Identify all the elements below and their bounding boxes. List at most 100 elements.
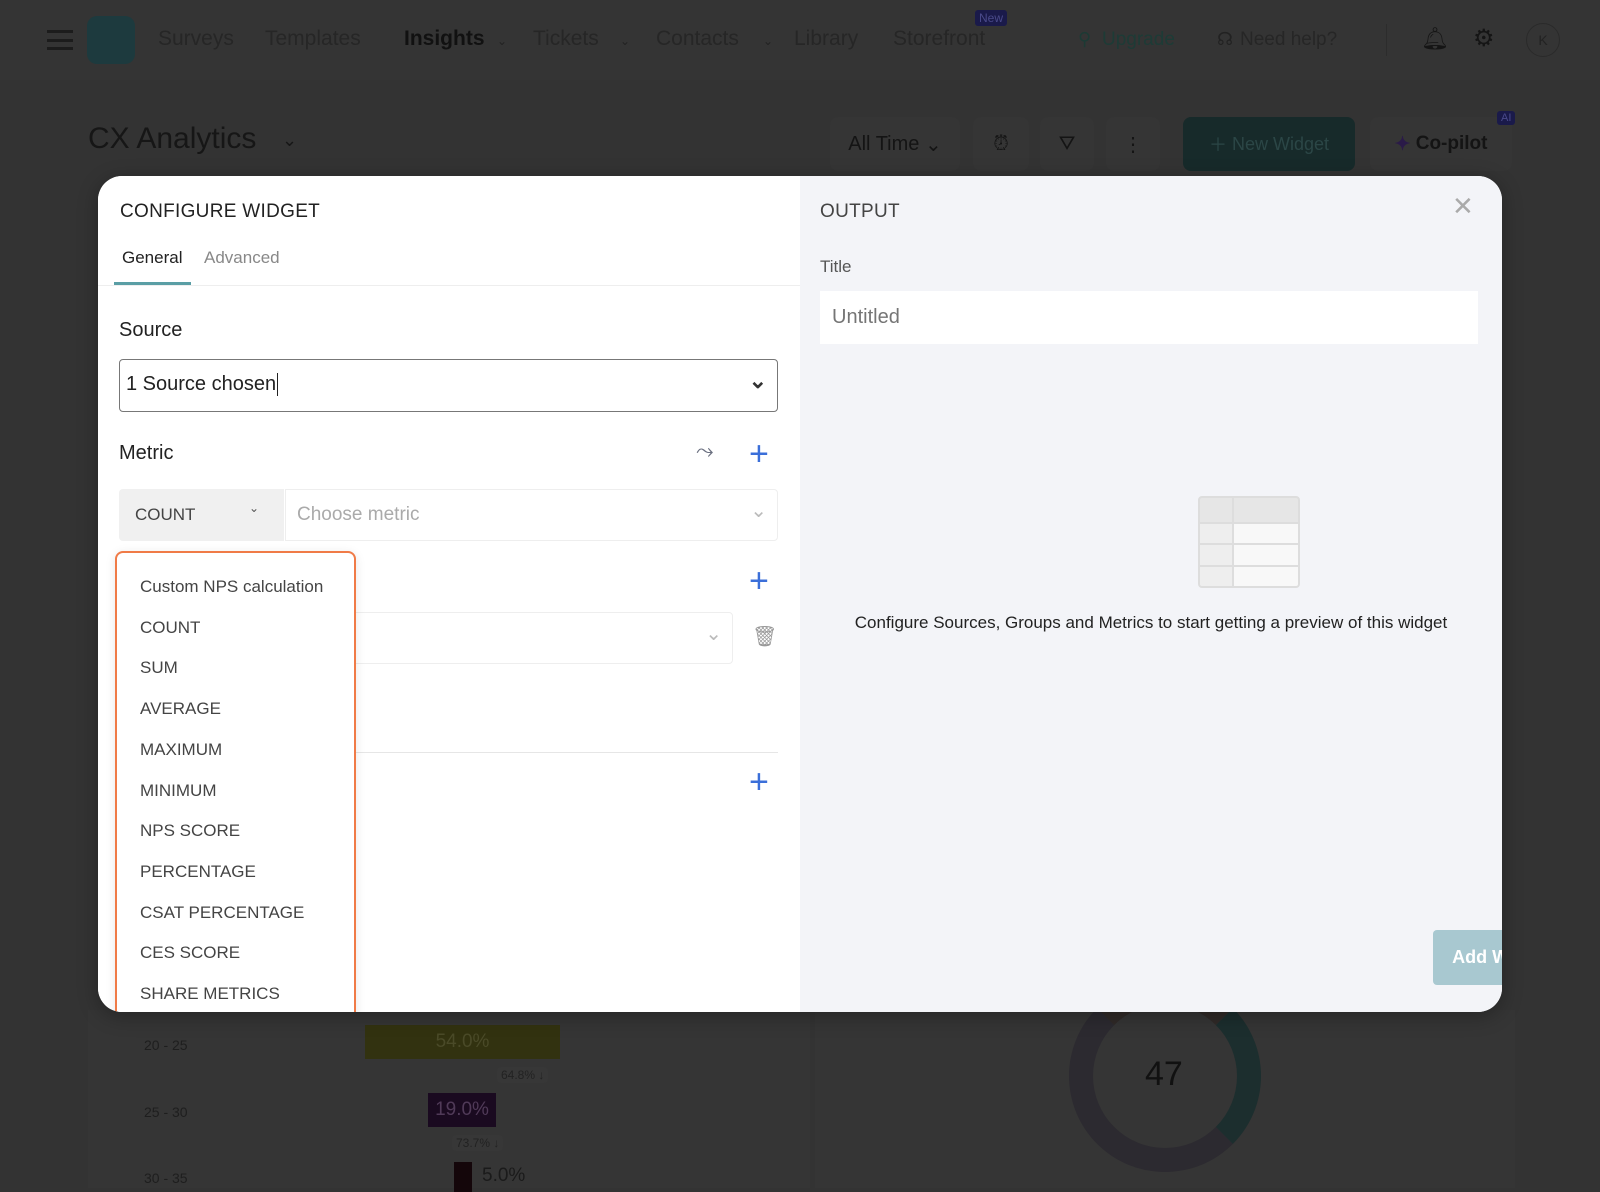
add-filter-button[interactable]: + [749,763,769,801]
add-widget-label: Add Widget [1452,947,1502,967]
rocket-icon: ⚲ [1078,29,1092,49]
gear-icon[interactable]: ⚙ [1473,25,1495,52]
chevron-down-icon: ⌄ [497,34,508,48]
active-tab-indicator [114,282,191,285]
funnel-drop-value: 73.7% [456,1136,491,1150]
ai-badge: AI [1497,111,1516,125]
configure-widget-modal: CONFIGURE WIDGET General Advanced Source… [98,176,1502,1012]
aggregation-dropdown: Custom NPS calculation COUNT SUM AVERAGE MAX… [115,551,356,1012]
config-panel: CONFIGURE WIDGET General Advanced Source… [98,176,800,1012]
aggregation-option[interactable]: SHARE METRICS [140,984,280,1003]
aggregation-option[interactable]: COUNT [140,617,201,637]
time-filter-label: All Time [848,132,920,155]
source-label: Source [119,319,183,341]
new-widget-label: New Widget [1231,133,1330,154]
sparkle-icon: ✦ [1394,133,1411,155]
need-help-menu[interactable]: Need help? [1240,29,1338,50]
top-nav: Surveys Templates Insights ⌄ Tickets ⌄ C… [0,0,1600,80]
nav-library[interactable]: Library [794,27,859,50]
aggregation-select[interactable]: COUNT ⌄ [119,489,284,541]
headset-icon: ☊ [1217,29,1233,49]
metric-label: Metric [119,442,174,464]
copilot-label: Co-pilot [1415,133,1488,154]
tab-general[interactable]: General [122,248,183,267]
funnel-bar [454,1162,472,1192]
donut-value: 47 [1145,1055,1183,1093]
add-group-button[interactable]: + [749,562,769,600]
funnel-range: 20 - 25 [144,1037,188,1053]
group-select[interactable]: ⌄ [338,612,733,664]
more-vertical-icon: ⋮ [1123,133,1143,156]
funnel-range: 30 - 35 [144,1170,188,1186]
divider [1386,24,1387,56]
aggregation-option[interactable]: Custom NPS calculation [140,577,324,596]
aggregation-option[interactable]: PERCENTAGE [140,861,256,881]
divider [338,752,778,753]
funnel-bar: 19.0% [428,1093,496,1127]
add-widget-button[interactable]: Add Widget [1433,930,1502,985]
aggregation-option[interactable]: MAXIMUM [140,739,223,759]
nav-storefront[interactable]: Storefront [893,27,986,50]
nav-contacts[interactable]: Contacts [656,27,739,50]
aggregation-option[interactable]: MINIMUM [140,780,217,800]
aggregation-value: COUNT [135,505,196,524]
output-panel: OUTPUT ✕ Title Configure Sources, Groups… [800,176,1502,1012]
funnel-drop: 73.7% ↓ [452,1135,504,1151]
source-value: 1 Source chosen [126,373,279,396]
title-label: Title [820,257,852,276]
divider [98,285,800,286]
close-icon[interactable]: ✕ [1452,191,1474,221]
aggregation-option[interactable]: SUM [140,658,178,678]
modal-title: CONFIGURE WIDGET [120,201,321,222]
avatar-initial: K [1538,32,1548,48]
chevron-down-icon[interactable]: ⌄ [282,130,298,150]
time-filter[interactable]: All Time ⌄ [830,117,960,171]
funnel-drop: 64.8% ↓ [497,1067,549,1083]
nav-surveys[interactable]: Surveys [158,27,234,50]
funnel-range: 25 - 30 [144,1104,188,1120]
menu-icon[interactable] [47,30,73,50]
aggregation-option[interactable]: NPS SCORE [140,821,241,841]
upgrade-link[interactable]: Upgrade [1102,29,1175,50]
nav-insights[interactable]: Insights [404,27,485,50]
table-placeholder-icon [1198,496,1300,588]
tab-advanced[interactable]: Advanced [204,248,280,267]
trash-icon[interactable]: 🗑︎ [752,626,778,648]
page-title[interactable]: CX Analytics [88,122,257,155]
funnel-value: 19.0% [435,1099,489,1120]
chevron-down-icon: ⌄ [705,623,722,645]
filter-icon: ⛛ [1058,132,1076,155]
funnel-value: 54.0% [435,1031,490,1052]
aggregation-option[interactable]: CSAT PERCENTAGE [140,902,305,922]
bell-icon[interactable]: 🔔︎ [1421,26,1449,51]
alarm-button[interactable]: ⏰︎ [973,117,1029,171]
metric-select[interactable]: Choose metric ⌄ [285,489,778,541]
filter-button[interactable]: ⛛ [1040,117,1094,171]
avatar[interactable]: K [1526,23,1560,57]
funnel-drop-value: 64.8% [501,1068,536,1082]
app-logo[interactable] [87,16,135,64]
chevron-down-icon: ⌄ [763,34,774,48]
nav-templates[interactable]: Templates [265,27,361,50]
more-button[interactable]: ⋮ [1106,117,1160,171]
alarm-icon: ⏰︎ [993,132,1009,155]
metric-placeholder: Choose metric [297,504,420,525]
title-input[interactable] [820,291,1478,344]
copilot-button[interactable]: ✦ Co-pilot [1370,117,1512,171]
chevron-down-icon: ⌄ [620,34,631,48]
aggregation-option[interactable]: CES SCORE [140,943,241,963]
funnel-bar: 54.0% [365,1025,560,1059]
aggregation-option[interactable]: AVERAGE [140,699,221,719]
funnel-value: 5.0% [482,1165,526,1186]
chevron-down-icon: ⌄ [249,501,260,515]
nav-tickets[interactable]: Tickets [533,27,599,50]
new-badge: New [975,10,1008,26]
add-metric-button[interactable]: + [749,435,769,473]
new-widget-button[interactable]: ＋ New Widget [1183,117,1355,171]
chevron-down-icon: ⌄ [748,368,767,393]
empty-state-message: Configure Sources, Groups and Metrics to… [854,613,1448,632]
output-title: OUTPUT [820,201,900,222]
source-select[interactable]: 1 Source chosen ⌄ [119,359,778,412]
merge-icon[interactable]: ⤳ [696,438,714,463]
chevron-down-icon: ⌄ [750,500,767,522]
